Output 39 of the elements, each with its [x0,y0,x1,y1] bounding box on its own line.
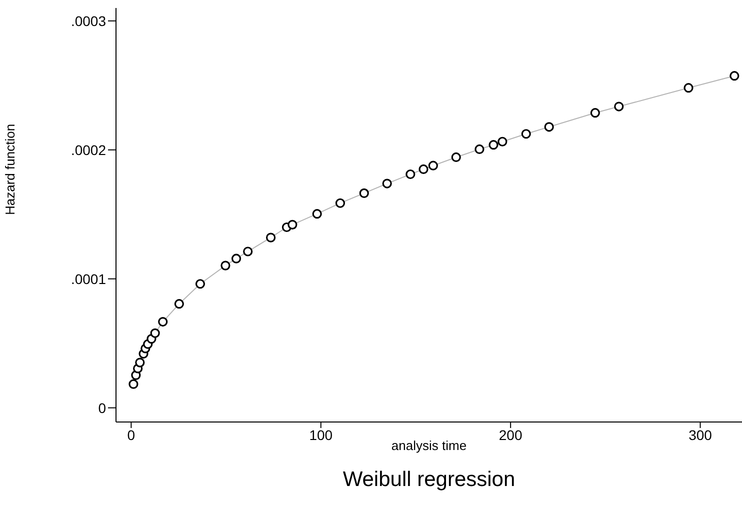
point [474,144,484,154]
point [730,71,740,81]
y-tick-label: .0001 [70,270,106,287]
y-axis-title: Hazard function [2,124,18,215]
y-tick-label: .0002 [70,142,106,158]
x-tick-label: 0 [127,426,136,443]
point [418,164,428,174]
y-tick-label: 0 [98,400,106,416]
x-axis-title: analysis time [391,438,467,453]
y-tick-label: .0003 [70,12,106,29]
point [488,140,498,150]
point [498,136,508,146]
point [684,83,694,93]
point [195,279,206,289]
point [521,129,531,139]
point [544,122,554,132]
point [150,328,160,338]
point [231,254,242,264]
point [243,246,253,256]
point [158,316,168,327]
point [614,102,624,112]
point [174,299,184,309]
point [451,152,461,162]
point [382,178,392,188]
point [312,209,322,219]
point [128,379,138,389]
point [135,358,145,368]
point [428,160,438,170]
x-tick-label: 200 [498,426,522,443]
point [266,232,276,242]
point [335,198,346,208]
point [590,108,600,118]
x-tick-label: 100 [309,426,333,443]
point [288,220,298,230]
point [406,169,416,180]
point [359,188,369,198]
text: Weibull regression [342,468,516,492]
x-tick-label: 300 [688,426,712,443]
point [220,260,230,270]
